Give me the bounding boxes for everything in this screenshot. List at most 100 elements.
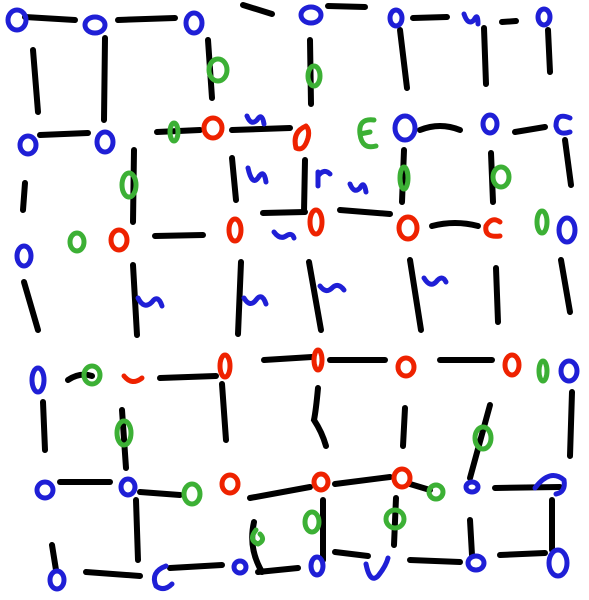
blue-node-mark [461, 11, 481, 27]
blue-node-mark [118, 476, 138, 498]
red-node-mark [391, 466, 413, 490]
green-node-mark [81, 363, 103, 387]
edge-stroke [545, 27, 553, 75]
red-node-mark [311, 347, 325, 373]
blue-node-mark [245, 165, 269, 185]
blue-node-mark [317, 282, 347, 294]
green-node-mark [206, 56, 230, 84]
green-node-mark [305, 63, 323, 89]
blue-node-mark [558, 358, 580, 384]
red-node-mark [219, 472, 241, 496]
edge-stroke [558, 257, 573, 315]
green-node-mark [302, 509, 322, 535]
edge-stroke [399, 147, 407, 205]
edge-stroke [65, 371, 95, 383]
edge-stroke [400, 405, 408, 449]
edge-stroke [240, 2, 275, 17]
edge-stroke [101, 35, 108, 123]
edge-stroke [391, 495, 399, 548]
blue-node-mark [463, 479, 481, 495]
red-node-mark [307, 207, 325, 237]
node-marks [5, 4, 580, 592]
edge-stroke [83, 569, 143, 579]
green-node-mark [167, 120, 181, 144]
blue-node-mark [183, 10, 205, 36]
blue-node-mark [553, 113, 573, 136]
edge-stroke [493, 265, 501, 325]
edge-stroke [429, 220, 481, 229]
edge-stroke [325, 3, 368, 10]
edge-stroke [229, 125, 293, 133]
blue-node-mark [465, 553, 487, 573]
edge-stroke [235, 259, 244, 337]
edge-stroke [481, 25, 489, 87]
blue-node-mark [135, 295, 165, 309]
blue-node-mark [29, 365, 47, 395]
red-node-mark [292, 123, 312, 152]
edge-stroke [249, 519, 265, 575]
red-node-mark [483, 217, 503, 239]
red-node-mark [502, 352, 522, 378]
edge-stroke [467, 402, 493, 481]
blue-node-mark [231, 558, 249, 576]
edge-stroke [152, 232, 206, 239]
blue-node-mark [546, 547, 570, 579]
red-node-mark [396, 214, 420, 242]
blue-node-mark [532, 473, 567, 497]
edge-stroke [167, 562, 225, 571]
edge-stroke [332, 549, 371, 559]
green-node-mark [383, 507, 407, 531]
green-node-mark [357, 117, 379, 150]
edge-stroke [337, 207, 393, 217]
blue-node-mark [363, 555, 391, 581]
edge-stroke [37, 130, 91, 138]
edge-stroke [49, 542, 59, 573]
red-node-mark [201, 115, 225, 141]
edge-stroke [407, 481, 433, 493]
edge-stroke [229, 155, 239, 203]
edge-stroke [467, 517, 475, 558]
red-node-mark [121, 373, 145, 384]
edge-stroke [133, 497, 141, 563]
blue-node-mark [392, 113, 418, 143]
blue-node-mark [34, 479, 56, 501]
red-node-mark [217, 352, 233, 380]
edge-stroke [567, 389, 575, 459]
blue-node-mark [17, 133, 39, 157]
blue-node-mark [47, 568, 67, 592]
red-node-mark [226, 216, 244, 244]
blue-node-mark [315, 168, 333, 189]
blue-node-mark [480, 112, 500, 136]
edge-stroke [512, 124, 548, 135]
edge-stroke [261, 354, 315, 363]
edge-stroke [20, 180, 28, 213]
edge-stroke [21, 279, 41, 333]
edge-stroke [407, 557, 463, 565]
edge-stroke [219, 381, 229, 443]
blue-node-mark [14, 243, 34, 269]
green-node-mark [534, 208, 550, 236]
edge-stroke [492, 484, 563, 491]
edge-strokes [20, 2, 575, 579]
blue-node-mark [241, 294, 269, 307]
edge-stroke [407, 257, 424, 333]
green-node-mark [250, 527, 266, 547]
edge-stroke [130, 262, 140, 338]
blue-node-mark [535, 6, 553, 28]
green-node-mark [472, 424, 494, 452]
blue-node-mark [387, 7, 405, 29]
blue-node-mark [94, 129, 116, 155]
edge-stroke [260, 209, 308, 216]
green-node-mark [426, 482, 446, 502]
edge-stroke [397, 27, 410, 91]
blue-node-mark [347, 181, 369, 195]
edge-stroke [137, 489, 183, 498]
blue-node-mark [151, 563, 175, 592]
edge-stroke [30, 47, 41, 115]
edge-stroke [497, 550, 548, 558]
edge-stroke [306, 259, 324, 333]
green-node-mark [397, 164, 411, 192]
green-node-mark [181, 481, 203, 507]
blue-node-mark [308, 554, 326, 578]
